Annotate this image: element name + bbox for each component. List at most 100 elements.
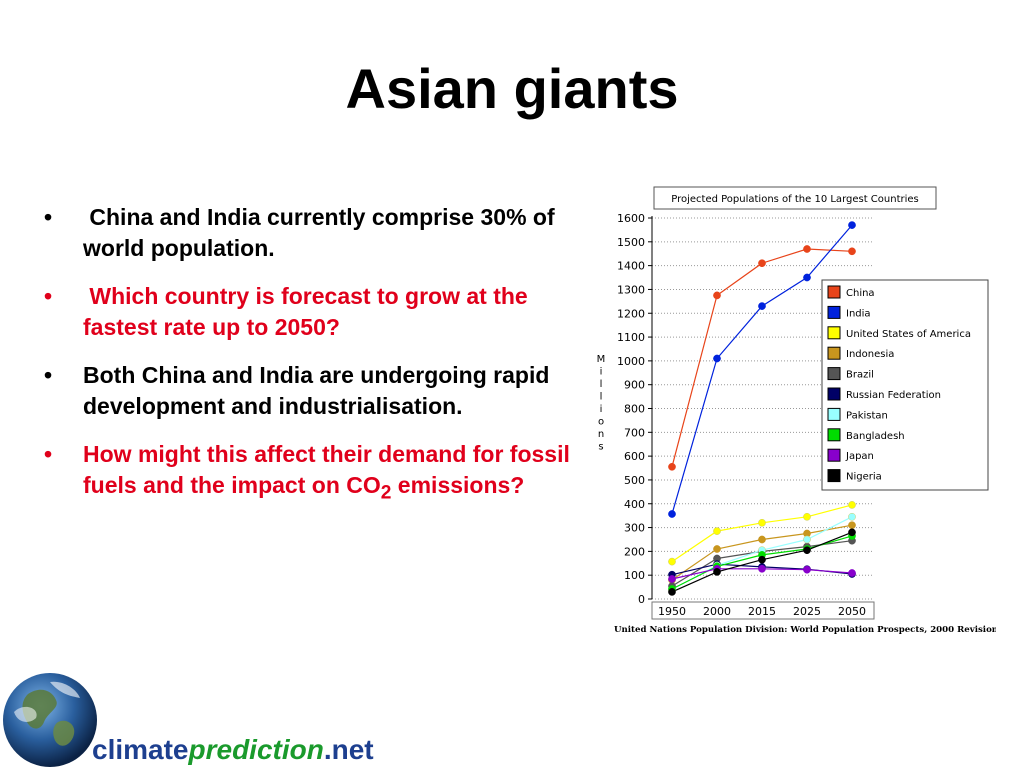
y-axis-label-letter: l	[600, 392, 603, 403]
data-point	[848, 521, 856, 530]
bullet-1: • China and India currently comprise 30%…	[40, 202, 570, 264]
legend-swatch	[827, 305, 841, 319]
x-axis-box	[651, 601, 875, 620]
bullet-3: • Both China and India are undergoing rap…	[40, 360, 570, 422]
y-tick-label: 1100	[617, 331, 645, 344]
data-point	[758, 555, 766, 564]
legend-label: Bangladesh	[846, 431, 905, 442]
data-point	[803, 273, 811, 282]
bullet-1-text: China and India currently comprise 30% o…	[83, 204, 555, 261]
x-tick-label: 2015	[748, 605, 776, 618]
slide-title: Asian giants	[345, 57, 679, 120]
y-tick-label: 100	[624, 569, 645, 582]
bullet-4-text-end: emissions?	[391, 472, 525, 498]
data-point	[848, 221, 856, 229]
data-point	[713, 291, 721, 300]
legend-swatch	[827, 448, 841, 462]
y-tick-label: 1400	[617, 260, 645, 273]
data-point	[668, 575, 676, 583]
data-point	[848, 512, 856, 521]
y-tick-label: 1600	[617, 212, 645, 225]
legend-swatch	[827, 407, 841, 421]
legend-swatch	[827, 285, 841, 299]
y-tick-label: 300	[624, 522, 645, 535]
x-tick-label: 2000	[703, 605, 731, 618]
data-point	[758, 518, 766, 527]
y-axis-label-letter: i	[600, 404, 603, 415]
brand-logo-text: climateprediction.net	[92, 734, 374, 766]
legend-swatch	[827, 469, 841, 483]
bullet-list: • China and India currently comprise 30%…	[40, 202, 570, 526]
chart-title-box	[653, 186, 937, 210]
data-point	[803, 245, 811, 253]
legend-label: Pakistan	[846, 410, 888, 421]
bullet-3-text: Both China and India are undergoing rapi…	[83, 362, 550, 419]
bullet-dot: •	[44, 283, 53, 309]
bullet-dot: •	[44, 362, 53, 388]
data-point	[713, 568, 721, 576]
data-point	[668, 557, 676, 566]
legend-label: Nigeria	[846, 472, 882, 483]
bullet-4-text: How might this affect their demand for f…	[83, 441, 570, 498]
y-tick-label: 1500	[617, 236, 645, 249]
bullet-2: • Which country is forecast to grow at t…	[40, 281, 570, 343]
y-tick-label: 1300	[617, 283, 645, 296]
data-point	[713, 354, 721, 363]
data-point	[803, 546, 811, 555]
data-point	[758, 535, 766, 544]
data-point	[713, 545, 721, 553]
legend-label: China	[846, 288, 875, 299]
y-tick-label: 400	[624, 498, 645, 511]
data-point	[803, 565, 811, 574]
y-axis-label-letter: o	[598, 417, 604, 428]
data-point	[668, 588, 676, 596]
bullet-dot: •	[44, 204, 53, 230]
y-tick-label: 800	[624, 403, 645, 416]
legend-swatch	[827, 428, 841, 442]
chart-title: Projected Populations of the 10 Largest …	[671, 194, 919, 205]
data-point	[668, 462, 676, 471]
y-tick-label: 1200	[617, 307, 645, 320]
x-tick-label: 1950	[658, 605, 686, 618]
legend-label: Indonesia	[846, 349, 894, 360]
y-axis-label-letter: s	[598, 442, 603, 453]
y-axis-label-letter: n	[598, 429, 604, 440]
y-tick-label: 900	[624, 379, 645, 392]
data-point	[848, 247, 856, 256]
y-tick-label: 700	[624, 426, 645, 439]
co2-subscript: 2	[380, 482, 392, 504]
data-point	[713, 527, 721, 535]
data-point	[848, 501, 856, 509]
bullet-4: • How might this affect their demand for …	[40, 439, 570, 509]
y-axis-label-letter: M	[597, 354, 606, 365]
chart-source: United Nations Population Division: Worl…	[614, 625, 996, 635]
x-tick-label: 2025	[793, 605, 821, 618]
data-point	[803, 535, 811, 544]
y-tick-label: 200	[624, 545, 645, 558]
y-axis-label-letter: l	[600, 379, 603, 390]
data-point	[758, 564, 766, 573]
y-tick-label: 500	[624, 474, 645, 487]
legend-label: Brazil	[846, 370, 874, 381]
legend-label: India	[846, 308, 871, 319]
y-tick-label: 1000	[617, 355, 645, 368]
earth-globe-logo	[3, 673, 97, 767]
data-point	[848, 569, 856, 577]
data-point	[758, 259, 766, 268]
data-point	[848, 528, 856, 537]
legend-swatch	[827, 367, 841, 381]
legend-swatch	[827, 346, 841, 360]
brand-part-2: prediction	[188, 734, 324, 765]
brand-part-1: climate	[92, 734, 189, 765]
y-axis-label-letter: i	[600, 367, 603, 378]
legend-swatch	[827, 326, 841, 340]
data-point	[803, 512, 811, 521]
legend-label: United States of America	[846, 329, 971, 340]
y-tick-label: 0	[638, 593, 645, 606]
population-chart: Projected Populations of the 10 Largest …	[586, 184, 996, 636]
legend-swatch	[827, 387, 841, 401]
chart-svg: Projected Populations of the 10 Largest …	[597, 186, 996, 635]
legend-label: Japan	[845, 451, 874, 462]
x-tick-label: 2050	[838, 605, 866, 618]
y-tick-label: 600	[624, 450, 645, 463]
